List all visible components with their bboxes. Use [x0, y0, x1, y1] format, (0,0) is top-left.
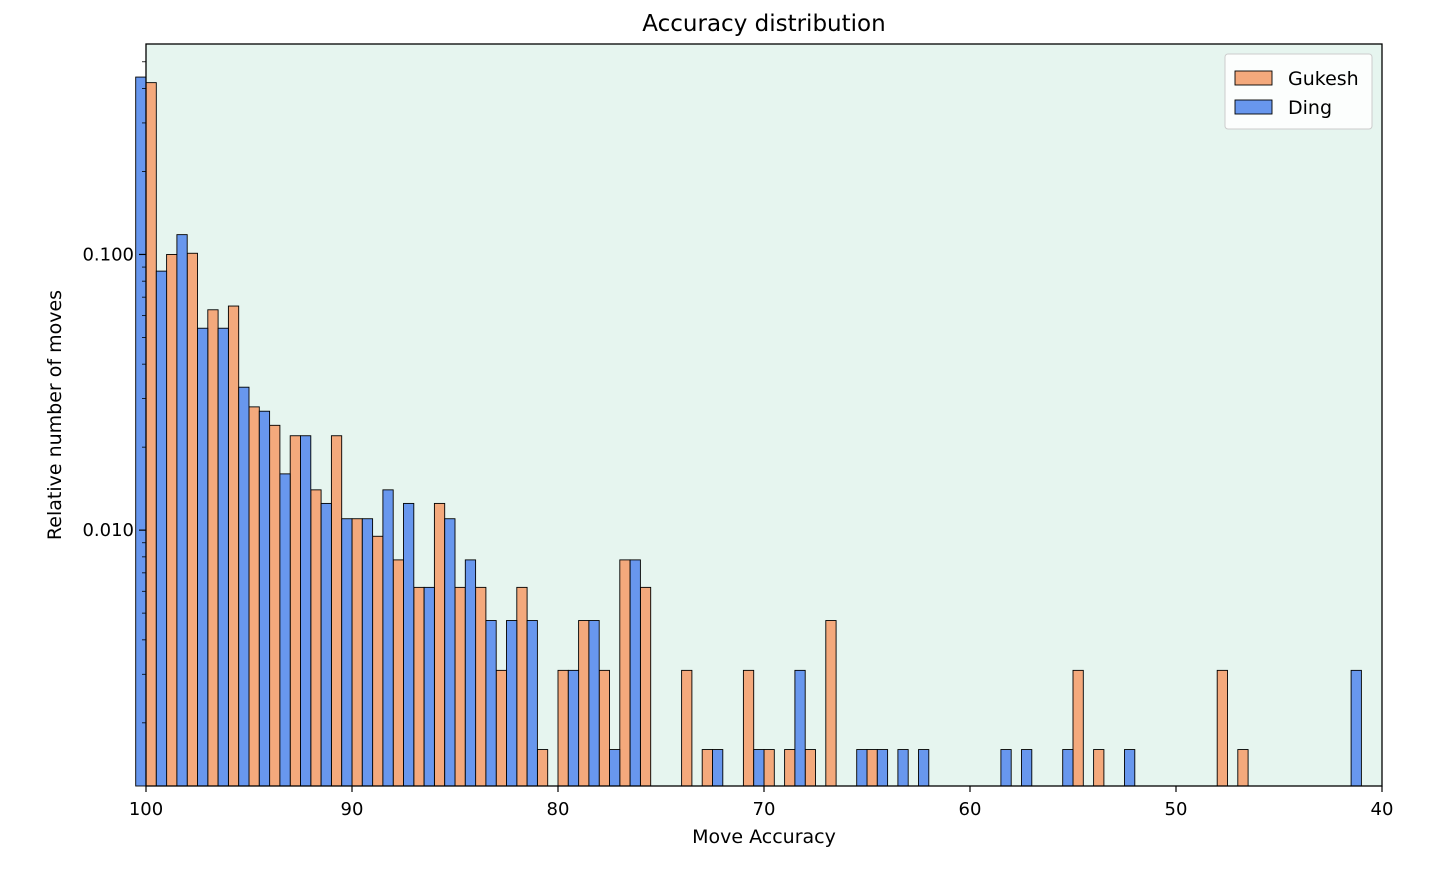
bar-gukesh-2: [186, 252, 198, 787]
x-tick-label-5: 50: [1165, 799, 1188, 820]
bar-ding-8: [300, 435, 312, 787]
bar-gukesh-32: [866, 749, 878, 787]
bar-gukesh-35: [1216, 669, 1228, 787]
y-axis-label: Relative number of moves: [44, 290, 66, 540]
bar-ding-10: [341, 518, 353, 787]
x-tick-label-0: 100: [129, 799, 163, 820]
bar-ding-29: [897, 749, 909, 787]
bar-gukesh-3: [207, 309, 219, 787]
bar-ding-30: [918, 749, 930, 787]
bar-gukesh-30: [804, 749, 816, 787]
bar-ding-25: [753, 749, 765, 787]
bar-gukesh-10: [351, 518, 363, 787]
bar-ding-22: [609, 749, 621, 787]
bar-ding-19: [526, 620, 538, 787]
bar-ding-3: [197, 327, 209, 787]
bar-ding-28: [876, 749, 889, 787]
x-tick-label-4: 60: [959, 799, 982, 820]
bar-gukesh-28: [763, 749, 775, 787]
bar-ding-11: [361, 518, 374, 787]
bar-ding-6: [258, 410, 271, 787]
y-tick-label-0: 0.100: [82, 244, 134, 265]
bar-ding-13: [403, 502, 415, 787]
bar-ding-9: [320, 502, 332, 787]
bar-ding-24: [712, 749, 724, 787]
y-tick-label-1: 0.010: [82, 520, 134, 541]
bar-gukesh-7: [289, 435, 301, 787]
bar-ding-34: [1124, 749, 1136, 787]
bar-gukesh-20: [557, 669, 569, 787]
x-axis-label: Move Accuracy: [692, 826, 836, 848]
bar-gukesh-34: [1093, 749, 1105, 787]
bar-gukesh-24: [639, 586, 652, 787]
bar-gukesh-22: [598, 669, 610, 787]
bar-gukesh-19: [536, 749, 549, 787]
bar-ding-23: [629, 559, 641, 787]
bar-ding-0: [135, 76, 147, 787]
bar-gukesh-13: [413, 586, 425, 787]
bar-gukesh-14: [433, 502, 446, 787]
legend-label-gukesh: Gukesh: [1288, 68, 1359, 90]
legend: Gukesh Ding: [1224, 53, 1373, 130]
legend-label-ding: Ding: [1288, 97, 1332, 119]
bar-ding-31: [1000, 749, 1012, 787]
bar-ding-7: [279, 473, 291, 787]
bar-gukesh-8: [310, 489, 322, 787]
x-tick-label-6: 40: [1371, 799, 1394, 820]
legend-swatch-ding: [1234, 99, 1273, 115]
bar-gukesh-5: [248, 406, 260, 787]
bar-ding-21: [588, 620, 600, 787]
bar-gukesh-1: [166, 254, 178, 787]
bar-gukesh-29: [784, 749, 796, 787]
bar-ding-26: [794, 669, 806, 787]
bar-ding-4: [217, 327, 229, 787]
x-tick-label-2: 80: [547, 799, 570, 820]
bar-gukesh-11: [372, 535, 384, 787]
bar-ding-5: [238, 386, 250, 787]
bar-gukesh-17: [495, 669, 507, 787]
legend-swatch-gukesh: [1234, 70, 1273, 86]
bar-gukesh-27: [742, 669, 755, 787]
bar-gukesh-12: [392, 559, 404, 787]
bar-ding-1: [155, 270, 168, 787]
bar-ding-17: [485, 620, 497, 787]
bar-gukesh-33: [1072, 669, 1084, 787]
bar-gukesh-31: [825, 620, 837, 787]
bar-gukesh-25: [681, 669, 693, 787]
bar-ding-33: [1062, 749, 1074, 787]
bar-gukesh-23: [619, 559, 631, 787]
bar-gukesh-6: [269, 424, 281, 787]
bar-gukesh-15: [454, 586, 466, 787]
bar-ding-27: [856, 749, 868, 787]
bar-gukesh-9: [330, 435, 343, 787]
bar-ding-18: [506, 620, 518, 787]
bar-ding-35: [1350, 669, 1362, 787]
bar-gukesh-0: [145, 82, 157, 787]
x-tick-label-3: 70: [753, 799, 776, 820]
bar-ding-16: [464, 559, 477, 787]
x-tick-label-1: 90: [341, 799, 364, 820]
chart-title: Accuracy distribution: [642, 11, 885, 37]
bar-ding-20: [567, 669, 580, 787]
bar-gukesh-36: [1237, 749, 1249, 787]
bar-gukesh-18: [516, 586, 528, 787]
bar-gukesh-4: [227, 305, 240, 787]
bar-gukesh-26: [701, 749, 713, 787]
bar-ding-2: [176, 234, 188, 787]
bar-gukesh-21: [578, 620, 590, 787]
bar-ding-32: [1021, 749, 1033, 787]
bar-ding-12: [382, 489, 394, 787]
axis-ticks: 100 90 80 70 60 50 40 0.100 0.010: [82, 61, 1394, 820]
bar-gukesh-16: [475, 586, 487, 787]
bar-ding-14: [423, 586, 435, 787]
bar-ding-15: [444, 518, 456, 787]
